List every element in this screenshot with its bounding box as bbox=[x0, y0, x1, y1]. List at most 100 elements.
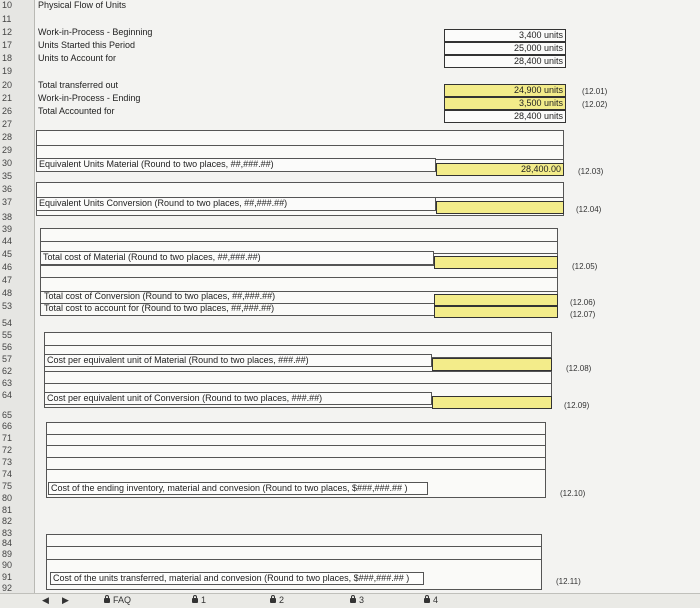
row-number: 66 bbox=[2, 421, 13, 431]
row-number: 63 bbox=[2, 378, 13, 388]
tab-faq[interactable]: FAQ bbox=[104, 595, 131, 605]
label-eq-material: Equivalent Units Material (Round to two … bbox=[36, 158, 436, 172]
row-number: 48 bbox=[2, 288, 13, 298]
row-number: 39 bbox=[2, 224, 13, 234]
row-number: 28 bbox=[2, 132, 13, 142]
code-12-03: (12.03) bbox=[578, 167, 604, 176]
lock-icon bbox=[192, 595, 198, 604]
row-number: 38 bbox=[2, 212, 13, 222]
grid-line bbox=[41, 291, 557, 292]
row-number: 44 bbox=[2, 236, 13, 246]
tab-faq-label: FAQ bbox=[113, 595, 132, 605]
input-wip-ending[interactable]: 3,500 units bbox=[444, 97, 566, 110]
row-number: 83 bbox=[2, 528, 13, 538]
tab-next-arrow-icon[interactable]: ▶ bbox=[62, 595, 69, 605]
input-cpe-conversion[interactable] bbox=[432, 396, 552, 409]
grid-line bbox=[45, 371, 551, 372]
input-cpe-material[interactable] bbox=[432, 358, 552, 371]
row-number: 47 bbox=[2, 275, 13, 285]
row-number: 46 bbox=[2, 262, 13, 272]
row-number: 27 bbox=[2, 119, 13, 129]
tab-1-label: 1 bbox=[201, 595, 207, 605]
row-number: 92 bbox=[2, 583, 13, 593]
input-cost-conversion[interactable] bbox=[434, 294, 558, 306]
grid-line bbox=[45, 345, 551, 346]
value-wip-beginning[interactable]: 3,400 units bbox=[444, 29, 566, 42]
row-number: 18 bbox=[2, 53, 13, 63]
row-number: 30 bbox=[2, 158, 13, 168]
row-number: 65 bbox=[2, 410, 13, 420]
row-number: 90 bbox=[2, 560, 13, 570]
grid-line bbox=[47, 546, 541, 547]
input-cost-material[interactable] bbox=[434, 256, 558, 269]
input-cost-to-account[interactable] bbox=[434, 306, 558, 318]
row-number: 17 bbox=[2, 40, 13, 50]
grid-line bbox=[47, 469, 545, 470]
section-title: Physical Flow of Units bbox=[38, 0, 127, 10]
code-12-11: (12.11) bbox=[556, 577, 581, 586]
row-number: 57 bbox=[2, 354, 13, 364]
code-12-10: (12.10) bbox=[560, 489, 586, 498]
grid-line bbox=[37, 145, 563, 146]
row-number: 80 bbox=[2, 493, 13, 503]
tab-4[interactable]: 4 bbox=[424, 595, 438, 605]
code-12-09: (12.09) bbox=[564, 401, 590, 410]
label-cost-conversion: Total cost of Conversion (Round to two p… bbox=[44, 291, 276, 301]
input-eq-material[interactable]: 28,400.00 bbox=[436, 163, 564, 176]
label-wip-beginning: Work-in-Process - Beginning bbox=[38, 27, 153, 37]
row-number: 64 bbox=[2, 390, 13, 400]
row-number: 12 bbox=[2, 27, 13, 37]
label-wip-ending: Work-in-Process - Ending bbox=[38, 93, 141, 103]
row-number: 35 bbox=[2, 171, 13, 181]
row-number: 36 bbox=[2, 184, 13, 194]
label-cost-material: Total cost of Material (Round to two pla… bbox=[40, 251, 434, 265]
row-number: 53 bbox=[2, 301, 13, 311]
label-units-started: Units Started this Period bbox=[38, 40, 136, 50]
code-12-01: (12.01) bbox=[582, 87, 608, 96]
code-12-05: (12.05) bbox=[572, 262, 598, 271]
tab-2[interactable]: 2 bbox=[270, 595, 284, 605]
row-number: 45 bbox=[2, 249, 13, 259]
grid-line bbox=[41, 277, 557, 278]
label-units-to-account: Units to Account for bbox=[38, 53, 117, 63]
label-cpe-material: Cost per equivalent unit of Material (Ro… bbox=[44, 354, 432, 367]
input-total-transferred[interactable]: 24,900 units bbox=[444, 84, 566, 97]
value-total-accounted[interactable]: 28,400 units bbox=[444, 110, 566, 123]
lock-icon bbox=[350, 595, 356, 604]
row-number: 56 bbox=[2, 342, 13, 352]
code-12-02: (12.02) bbox=[582, 100, 608, 109]
tab-2-label: 2 bbox=[279, 595, 285, 605]
row-number: 37 bbox=[2, 197, 13, 207]
row-number: 20 bbox=[2, 80, 13, 90]
label-units-transferred-cost: Cost of the units transferred, material … bbox=[50, 572, 424, 585]
lock-icon bbox=[270, 595, 276, 604]
label-total-transferred: Total transferred out bbox=[38, 80, 119, 90]
tab-3[interactable]: 3 bbox=[350, 595, 364, 605]
code-12-07: (12.07) bbox=[570, 310, 596, 319]
row-number: 73 bbox=[2, 457, 13, 467]
row-number: 91 bbox=[2, 572, 13, 582]
row-number: 29 bbox=[2, 145, 13, 155]
row-number: 82 bbox=[2, 516, 13, 526]
value-units-started[interactable]: 25,000 units bbox=[444, 42, 566, 55]
input-eq-conversion[interactable] bbox=[436, 201, 564, 214]
row-number: 21 bbox=[2, 93, 13, 103]
code-12-06: (12.06) bbox=[570, 298, 596, 307]
grid-line bbox=[41, 303, 557, 304]
row-number: 84 bbox=[2, 538, 13, 548]
value-units-to-account[interactable]: 28,400 units bbox=[444, 55, 566, 68]
label-cpe-conversion: Cost per equivalent unit of Conversion (… bbox=[44, 392, 432, 405]
grid-line bbox=[41, 265, 557, 266]
label-total-accounted: Total Accounted for bbox=[38, 106, 115, 116]
code-12-04: (12.04) bbox=[576, 205, 602, 214]
row-number: 55 bbox=[2, 330, 13, 340]
lock-icon bbox=[104, 595, 110, 604]
label-ending-inventory: Cost of the ending inventory, material a… bbox=[48, 482, 428, 495]
sheet-tab-bar: ◀ ▶ FAQ 1 2 3 4 bbox=[0, 593, 700, 608]
row-number: 71 bbox=[2, 433, 13, 443]
lock-icon bbox=[424, 595, 430, 604]
tab-1[interactable]: 1 bbox=[192, 595, 206, 605]
tab-3-label: 3 bbox=[359, 595, 365, 605]
tab-4-label: 4 bbox=[433, 595, 439, 605]
tab-prev-arrow-icon[interactable]: ◀ bbox=[42, 595, 49, 605]
